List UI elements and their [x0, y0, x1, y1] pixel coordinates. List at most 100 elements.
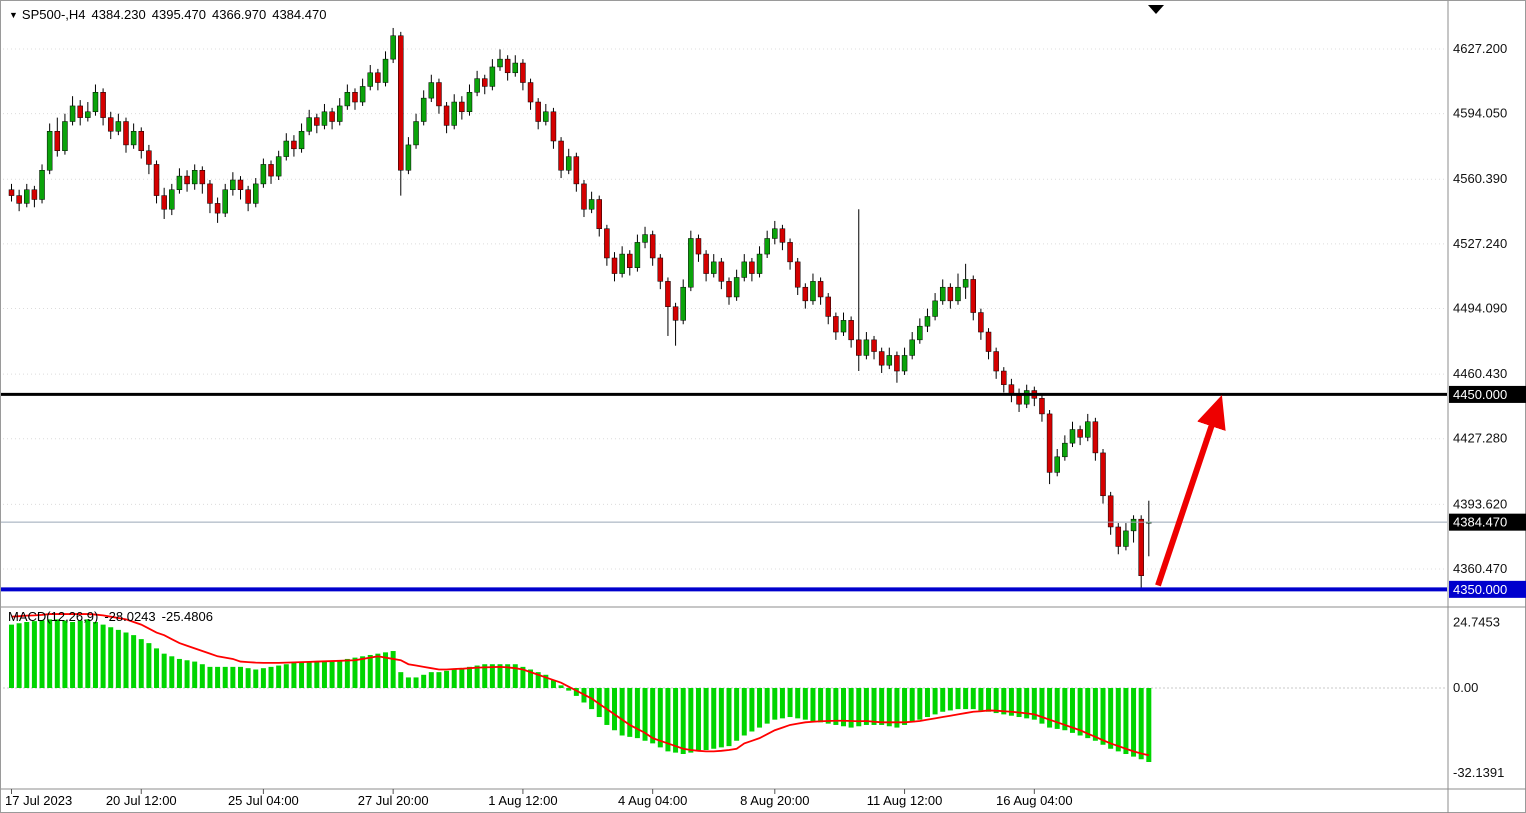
bullish-arrow[interactable] [1155, 394, 1226, 587]
bull-candle-body [642, 234, 648, 243]
bear-candle-body [1039, 398, 1045, 415]
bull-candle-body [497, 58, 503, 68]
bull-candle-body [962, 279, 969, 288]
bull-candle-body [130, 131, 137, 146]
bear-candle-body [779, 228, 786, 243]
bear-candle-body [833, 316, 839, 333]
bear-candle-body [558, 140, 564, 171]
symbol-timeframe-label: SP500-,H4 [21, 7, 86, 22]
bear-candle-body [794, 261, 801, 288]
bull-candle-body [924, 316, 931, 327]
bear-candle-body [54, 131, 61, 152]
bear-candle-body [314, 117, 320, 126]
bull-candle-body [382, 58, 389, 83]
bull-candle-body [756, 253, 763, 274]
bull-candle-body [840, 320, 847, 333]
time-axis-label: 8 Aug 20:00 [740, 793, 809, 808]
bull-candle-body [466, 92, 473, 113]
bull-candle-body [62, 121, 68, 152]
bear-candle-body [199, 170, 206, 185]
bear-candle-body [665, 281, 671, 307]
bull-candle-body [634, 242, 641, 268]
bear-candle-body [291, 140, 297, 150]
bear-candle-body [894, 355, 900, 372]
bear-candle-body [504, 58, 511, 74]
bear-candle-body [16, 195, 22, 204]
bear-candle-body [1115, 526, 1122, 547]
bull-candle-body [489, 66, 496, 87]
bull-candle-body [39, 170, 45, 200]
macd-signal-value: -25.4806 [161, 609, 213, 624]
bull-candle-body [1023, 390, 1030, 405]
price-axis-label: 4594.050 [1453, 106, 1507, 121]
bull-candle-body [764, 238, 770, 255]
bull-candle-body [588, 199, 595, 210]
bull-candle-body [863, 339, 870, 356]
bear-candle-body [993, 351, 999, 372]
time-axis-label: 25 Jul 04:00 [228, 793, 299, 808]
bull-candle-body [512, 62, 519, 74]
bear-candle-body [657, 257, 664, 282]
bull-candle-body [543, 111, 549, 122]
bear-candle-body [550, 111, 557, 142]
time-axis-label: 27 Jul 20:00 [358, 793, 429, 808]
bear-candle-body [527, 82, 534, 103]
bear-candle-body [878, 351, 885, 366]
bull-candle-body [428, 82, 435, 99]
bear-candle-body [1138, 518, 1144, 576]
time-axis-label: 11 Aug 12:00 [867, 793, 943, 808]
support-line-badge [1449, 580, 1526, 598]
bear-candle-body [649, 234, 656, 259]
bull-candle-body [886, 355, 893, 366]
bear-candle-body [848, 320, 854, 341]
low-value: 4366.970 [211, 7, 267, 22]
bull-candle-body [24, 189, 30, 204]
bull-candle-body [619, 253, 625, 274]
price-axis-label: 4627.200 [1453, 41, 1507, 56]
bear-candle-body [153, 164, 160, 196]
chart-header: ▼ SP500-,H4 4384.230 4395.470 4366.970 4384.4… [9, 7, 332, 22]
bull-candle-body [191, 170, 198, 185]
bear-candle-body [138, 131, 145, 152]
bull-candle-body [92, 92, 99, 113]
bull-candle-body [688, 238, 694, 288]
bull-candle-body [901, 355, 908, 372]
bear-candle-body [703, 253, 709, 274]
bear-candle-body [947, 286, 954, 302]
bull-candle-body [176, 175, 183, 190]
bear-candle-body [749, 261, 755, 274]
bull-candle-body [810, 281, 816, 302]
bull-candle-body [298, 131, 305, 150]
chart-shift-marker-icon [1148, 5, 1164, 14]
macd-indicator-label: MACD(12,26,9) -28.0243 -25.4806 [8, 609, 219, 624]
bear-candle-body [802, 286, 809, 302]
bull-candle-body [772, 228, 778, 239]
macd-main-value: -28.0243 [104, 609, 156, 624]
bear-candle-body [443, 105, 450, 126]
bull-candle-body [741, 261, 748, 278]
price-axis-label: 4460.430 [1453, 366, 1507, 381]
bear-candle-body [856, 339, 862, 356]
bear-candle-body [627, 253, 633, 268]
time-axis-label: 17 Jul 2023 [5, 793, 72, 808]
bull-candle-body [909, 339, 915, 356]
bear-candle-body [352, 92, 358, 103]
macd-axis-label: 0.00 [1453, 680, 1478, 695]
bear-candle-body [573, 156, 580, 185]
bull-candle-body [260, 164, 267, 185]
bear-candle-body [787, 242, 793, 263]
resistance-line-badge [1449, 385, 1526, 403]
support-line-badge-label: 4350.000 [1453, 582, 1507, 597]
bear-candle-body [436, 82, 442, 107]
bull-candle-body [46, 131, 53, 171]
bull-candle-body [359, 86, 366, 103]
time-axis-label: 16 Aug 04:00 [996, 793, 1073, 808]
symbol-marker-icon: ▼ [9, 10, 18, 20]
bear-candle-body [1046, 413, 1053, 473]
bear-candle-body [817, 281, 824, 298]
bear-candle-body [1077, 429, 1083, 438]
bull-candle-body [1130, 518, 1137, 532]
price-axis-label: 4360.470 [1453, 561, 1507, 576]
